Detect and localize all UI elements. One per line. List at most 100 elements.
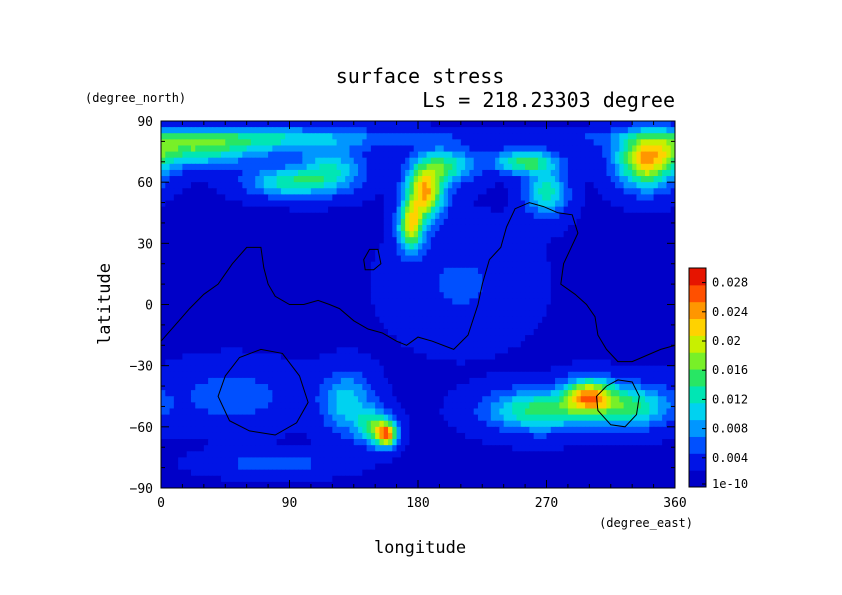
heatmap-cell [280,224,286,232]
heatmap-cell [165,127,171,134]
heatmap-cell [503,310,509,318]
heatmap-cell [645,273,650,281]
heatmap-cell [430,133,436,140]
heatmap-cell [486,237,492,244]
heatmap-cell [666,163,672,171]
heatmap-cell [640,127,646,134]
heatmap-cell [546,316,552,324]
heatmap-cell [216,145,222,153]
heatmap-cell [662,212,668,220]
heatmap-cell [537,359,543,367]
heatmap-cell [212,218,218,226]
heatmap-cell [173,127,179,134]
heatmap-cell [486,280,492,287]
heatmap-cell [585,182,590,189]
heatmap-cell [615,347,620,355]
heatmap-cell [443,139,449,147]
heatmap-cell [559,335,565,342]
heatmap-cell [268,224,273,232]
heatmap-cell [366,316,372,324]
heatmap-cell [627,127,633,134]
heatmap-cell [435,310,441,318]
heatmap-cell [306,322,312,330]
heatmap-cell [555,157,560,165]
heatmap-cell [610,157,616,165]
heatmap-cell [353,145,359,153]
heatmap-cell [246,298,252,306]
heatmap-cell [525,182,530,189]
heatmap-cell [246,212,252,220]
heatmap-cell [392,316,398,324]
heatmap-cell [507,133,513,140]
heatmap-cell [409,194,415,202]
heatmap-cell [576,224,582,232]
heatmap-cell [203,347,209,355]
heatmap-cell [302,347,308,355]
heatmap-cell [366,237,372,244]
heatmap-cell [220,188,226,195]
heatmap-cell [413,292,419,299]
heatmap-cell [358,151,363,159]
heatmap-cell [400,127,406,134]
heatmap-cell [229,218,235,226]
heatmap-cell [280,121,286,128]
heatmap-cell [460,353,466,361]
heatmap-cell [585,261,590,269]
heatmap-cell [165,347,171,355]
heatmap-cell [392,249,398,257]
heatmap-cell [366,341,372,348]
heatmap-cell [199,304,205,312]
heatmap-cell [336,249,342,257]
heatmap-cell [490,328,496,336]
heatmap-cell [439,280,445,287]
heatmap-cell [379,243,385,251]
heatmap-cell [460,224,466,232]
heatmap-cell [375,316,381,324]
heatmap-cell [537,255,543,263]
heatmap-cell [473,280,479,287]
heatmap-cell [520,231,526,238]
heatmap-cell [161,237,166,244]
heatmap-cell [593,121,599,128]
heatmap-cell [418,169,423,177]
heatmap-cell [426,261,432,269]
heatmap-cell [529,139,535,147]
heatmap-cell [173,163,179,171]
heatmap-cell [597,157,603,165]
heatmap-cell [405,310,411,318]
heatmap-cell [165,310,171,318]
heatmap-cell [520,304,526,312]
heatmap-cell [610,255,616,263]
heatmap-cell [469,298,475,306]
heatmap-cell [460,304,466,312]
heatmap-cell [559,286,565,293]
heatmap-cell [555,353,560,361]
heatmap-cell [589,335,595,342]
heatmap-cell [452,182,458,189]
heatmap-cell [203,206,209,214]
heatmap-cell [576,169,582,177]
heatmap-cell [473,292,479,299]
heatmap-cell [593,200,599,208]
heatmap-cell [435,322,441,330]
heatmap-cell [435,200,441,208]
heatmap-cell [340,280,346,287]
heatmap-cell [358,304,363,312]
heatmap-cell [353,133,359,140]
heatmap-cell [276,145,282,153]
heatmap-cell [537,145,543,153]
heatmap-cell [306,218,312,226]
heatmap-cell [499,176,505,183]
heatmap-cell [310,151,316,159]
heatmap-cell [426,145,432,153]
heatmap-cell [208,121,213,128]
heatmap-cell [298,231,303,238]
heatmap-cell [199,341,205,348]
heatmap-cell [293,145,299,153]
heatmap-cell [512,182,518,189]
heatmap-cell [173,365,179,373]
heatmap-cell [546,341,552,348]
heatmap-cell [422,157,428,165]
heatmap-cell [276,188,282,195]
heatmap-cell [298,280,303,287]
